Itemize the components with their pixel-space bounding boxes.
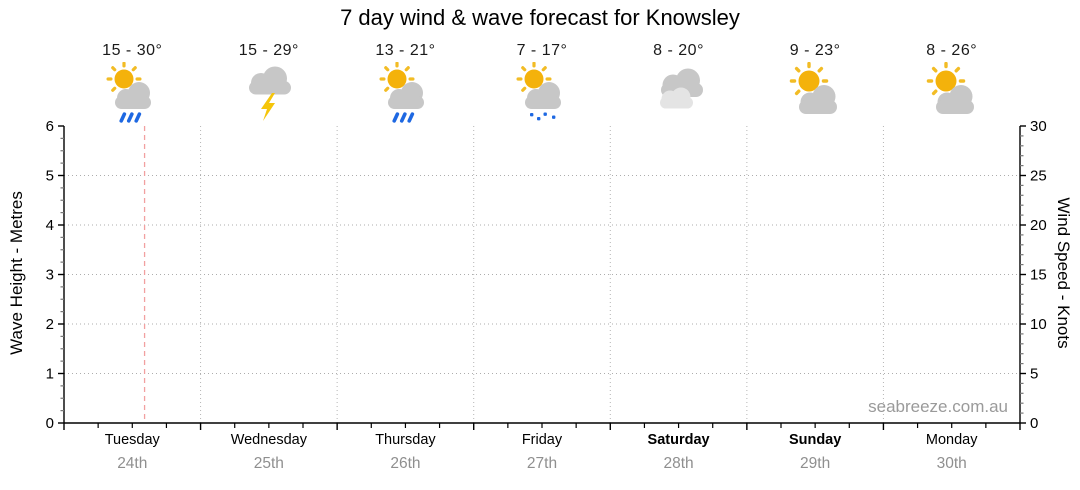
day-column-monday: 8 - 26° Monday 30th (883, 0, 1020, 490)
temperature-range: 8 - 20° (653, 42, 704, 59)
day-date: 28th (663, 455, 694, 472)
day-name: Wednesday (230, 432, 307, 448)
day-column-wednesday: 15 - 29° Wednesday 25th (201, 0, 338, 490)
right-tick-label: 30 (1030, 118, 1047, 135)
left-tick-label: 0 (46, 415, 54, 432)
left-axis-title: Wave Height - Metres (7, 191, 26, 355)
day-date: 26th (390, 455, 421, 472)
left-tick-label: 5 (46, 168, 54, 185)
day-name: Monday (925, 432, 978, 448)
right-tick-label: 10 (1030, 316, 1047, 333)
partly-cloudy-rain-icon (64, 62, 201, 129)
day-date: 27th (526, 455, 558, 472)
day-column-tuesday: 15 - 30° Tuesday 24th (64, 0, 201, 490)
day-column-saturday: 8 - 20° Saturday 28th (610, 0, 747, 490)
day-name: Sunday (788, 432, 842, 448)
left-tick-label: 2 (46, 316, 54, 333)
left-tick-label: 6 (46, 118, 54, 135)
day-name: Saturday (647, 432, 710, 448)
day-date: 29th (800, 455, 831, 472)
left-tick-label: 4 (46, 217, 54, 234)
day-date: 25th (253, 455, 284, 472)
temperature-range: 15 - 29° (238, 42, 299, 59)
right-tick-label: 0 (1030, 415, 1038, 432)
temperature-range: 7 - 17° (516, 42, 568, 59)
right-tick-label: 20 (1030, 217, 1047, 234)
temperature-range: 8 - 26° (926, 42, 978, 59)
day-date: 30th (936, 455, 967, 472)
partly-cloudy-icon (747, 62, 884, 129)
temperature-range: 9 - 23° (789, 42, 841, 59)
day-column-friday: 7 - 17° Friday 27th (474, 0, 611, 490)
day-column-sunday: 9 - 23° Sunday 29th (747, 0, 884, 490)
day-name: Friday (521, 432, 563, 448)
partly-cloudy-rain-icon (337, 62, 474, 129)
left-tick-label: 1 (46, 366, 54, 383)
day-date: 24th (117, 455, 148, 472)
right-tick-label: 15 (1030, 267, 1047, 284)
right-tick-label: 5 (1030, 366, 1038, 383)
day-name: Thursday (375, 432, 436, 448)
partly-cloudy-icon (883, 62, 1020, 129)
temperature-range: 15 - 30° (102, 42, 163, 59)
watermark: seabreeze.com.au (868, 397, 1008, 416)
left-tick-label: 3 (46, 267, 54, 284)
chart-title: 7 day wind & wave forecast for Knowsley (340, 5, 740, 30)
thunderstorm-icon (201, 62, 338, 129)
partly-cloudy-showers-icon (474, 62, 611, 129)
day-column-thursday: 13 - 21° Thursday 26th (337, 0, 474, 490)
cloudy-icon (610, 62, 747, 129)
right-tick-label: 25 (1030, 168, 1047, 185)
right-axis-title: Wind Speed - Knots (1054, 197, 1073, 349)
day-name: Tuesday (104, 432, 160, 448)
temperature-range: 13 - 21° (375, 42, 436, 59)
